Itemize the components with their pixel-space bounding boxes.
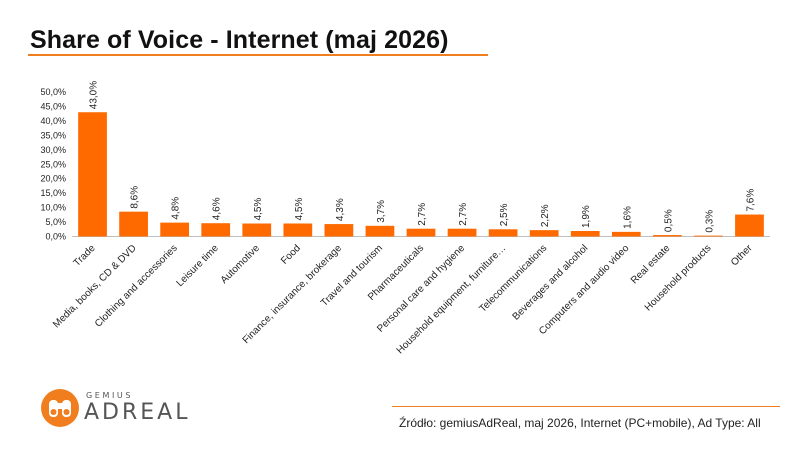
category-label: Real estate	[629, 243, 673, 287]
data-label: 4,5%	[253, 198, 264, 221]
y-tick-label: 10,0%	[40, 203, 66, 213]
bar	[652, 235, 682, 237]
y-tick-label: 20,0%	[40, 174, 66, 184]
y-tick-label: 40,0%	[40, 116, 66, 126]
bar	[324, 224, 354, 237]
binoculars-logo-icon	[41, 389, 79, 427]
data-label: 2,7%	[417, 203, 428, 226]
bar	[570, 231, 600, 237]
data-label: 8,6%	[130, 186, 141, 209]
title-underline	[28, 54, 488, 56]
bar	[160, 222, 190, 237]
category-label: Leisure time	[175, 243, 222, 290]
y-tick-label: 25,0%	[40, 159, 66, 169]
category-label: Automotive	[219, 243, 262, 286]
data-label: 3,7%	[376, 200, 387, 223]
category-label: Food	[279, 243, 303, 267]
data-label: 1,9%	[581, 205, 592, 228]
page-title: Share of Voice - Internet (maj 2026)	[30, 26, 449, 54]
category-label: Other	[729, 242, 755, 268]
y-tick-label: 35,0%	[40, 130, 66, 140]
data-label: 4,3%	[335, 198, 346, 221]
data-label: 7,6%	[745, 189, 756, 212]
logo-gemius-text: GEMIUS	[86, 391, 134, 400]
bar	[78, 112, 107, 237]
bar-chart: 0,0% 5,0% 10,0% 15,0% 20,0% 25,0% 30,0% 35,0% 40…	[40, 81, 770, 356]
source-note: Źródło: gemiusAdReal, maj 2026, Internet…	[399, 416, 761, 430]
bar	[488, 229, 518, 237]
logo-adreal-text: ADREAL	[84, 400, 191, 425]
data-label: 0,3%	[704, 210, 715, 233]
category-label: Clothing and accessories	[93, 243, 180, 330]
category-label: Trade	[72, 243, 98, 269]
y-tick-label: 0,0%	[45, 232, 66, 242]
data-label: 2,5%	[499, 203, 510, 226]
category-label: Telecommunications	[477, 243, 549, 315]
bar	[406, 228, 436, 237]
data-label: 43,0%	[89, 81, 100, 109]
y-tick-label: 15,0%	[40, 188, 66, 198]
y-tick-label: 30,0%	[40, 145, 66, 155]
bar	[447, 228, 477, 237]
y-tick-label: 5,0%	[45, 217, 66, 227]
y-tick-label: 45,0%	[40, 101, 66, 111]
bar	[529, 230, 559, 237]
data-label: 1,6%	[622, 206, 633, 229]
data-label: 2,7%	[458, 203, 469, 226]
bar	[119, 211, 148, 237]
data-label: 4,8%	[171, 197, 182, 220]
data-label: 0,5%	[663, 209, 674, 232]
bar	[365, 225, 395, 237]
bar	[694, 235, 723, 237]
bar	[283, 223, 313, 237]
bar	[735, 214, 764, 237]
source-divider	[392, 406, 780, 407]
y-tick-label: 50,0%	[40, 87, 66, 97]
bar	[201, 223, 231, 237]
data-label: 4,6%	[212, 197, 223, 220]
bar	[242, 223, 272, 237]
category-label: Beverages and alcohol	[511, 243, 591, 323]
gemius-adreal-logo: GEMIUS ADREAL	[40, 388, 200, 432]
category-label: Computers and audio video	[537, 243, 632, 338]
data-label: 2,2%	[540, 204, 551, 227]
category-label: Media, books, CD & DVD	[51, 243, 139, 331]
data-label: 4,5%	[294, 198, 305, 221]
bar	[611, 231, 641, 237]
